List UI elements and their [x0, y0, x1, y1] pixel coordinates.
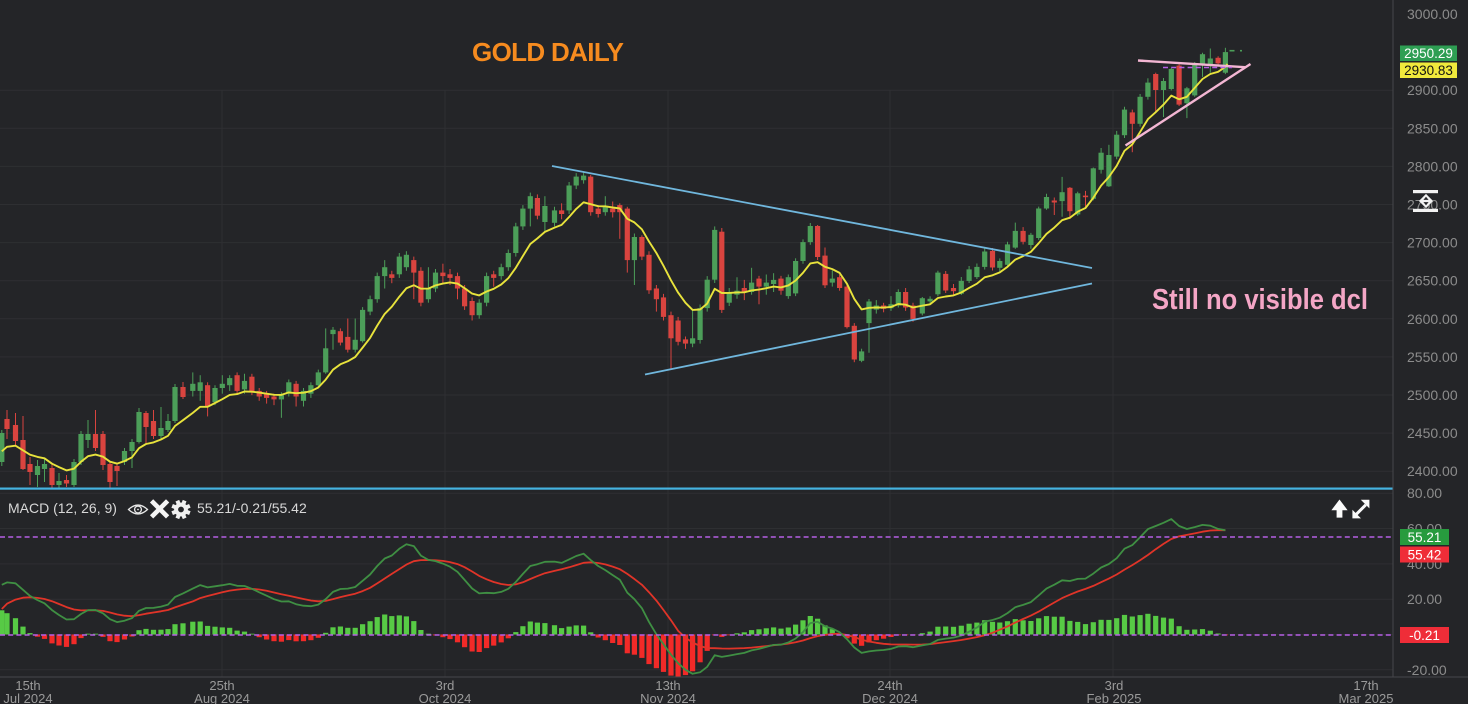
svg-text:3000.00: 3000.00 [1407, 6, 1458, 22]
svg-text:Oct 2024: Oct 2024 [419, 691, 472, 704]
svg-text:Jul 2024: Jul 2024 [3, 691, 52, 704]
svg-text:-20.00: -20.00 [1407, 662, 1447, 678]
svg-text:2850.00: 2850.00 [1407, 120, 1458, 136]
svg-text:2650.00: 2650.00 [1407, 273, 1458, 289]
svg-text:-0.21: -0.21 [1409, 628, 1440, 643]
svg-text:Mar 2025: Mar 2025 [1339, 691, 1394, 704]
svg-text:25th: 25th [209, 678, 234, 693]
svg-text:17th: 17th [1353, 678, 1378, 693]
svg-text:Feb 2025: Feb 2025 [1087, 691, 1142, 704]
svg-text:2500.00: 2500.00 [1407, 387, 1458, 403]
svg-text:80.00: 80.00 [1407, 485, 1442, 501]
svg-text:13th: 13th [655, 678, 680, 693]
svg-text:3rd: 3rd [436, 678, 455, 693]
svg-text:2930.83: 2930.83 [1404, 63, 1453, 78]
svg-text:3rd: 3rd [1105, 678, 1124, 693]
svg-text:20.00: 20.00 [1407, 591, 1442, 607]
svg-text:2400.00: 2400.00 [1407, 463, 1458, 479]
svg-text:GOLD DAILY: GOLD DAILY [472, 37, 624, 67]
svg-text:Aug 2024: Aug 2024 [194, 691, 250, 704]
svg-text:24th: 24th [877, 678, 902, 693]
svg-text:2800.00: 2800.00 [1407, 158, 1458, 174]
svg-text:55.21/-0.21/55.42: 55.21/-0.21/55.42 [197, 500, 307, 516]
svg-text:MACD (12, 26, 9): MACD (12, 26, 9) [8, 500, 117, 516]
svg-text:2700.00: 2700.00 [1407, 235, 1458, 251]
svg-text:55.42: 55.42 [1408, 547, 1442, 562]
svg-text:55.21: 55.21 [1408, 530, 1442, 545]
svg-text:2450.00: 2450.00 [1407, 425, 1458, 441]
svg-text:2550.00: 2550.00 [1407, 349, 1458, 365]
svg-text:Dec 2024: Dec 2024 [862, 691, 918, 704]
svg-text:2600.00: 2600.00 [1407, 311, 1458, 327]
svg-text:2900.00: 2900.00 [1407, 82, 1458, 98]
svg-text:15th: 15th [15, 678, 40, 693]
svg-text:2950.29: 2950.29 [1404, 46, 1453, 61]
svg-text:Nov 2024: Nov 2024 [640, 691, 696, 704]
svg-text:Still no visible dcl: Still no visible dcl [1152, 284, 1368, 316]
